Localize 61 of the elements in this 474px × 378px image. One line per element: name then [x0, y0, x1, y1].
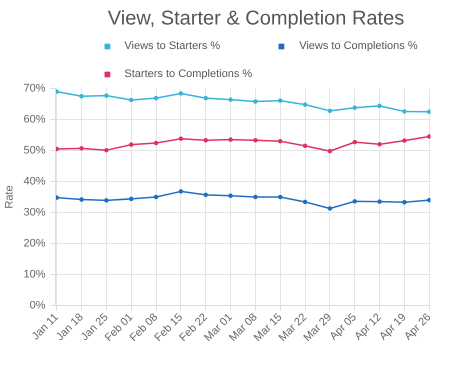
y-tick-label: 20%	[23, 238, 46, 250]
point	[56, 89, 59, 94]
point	[204, 96, 208, 100]
point	[128, 142, 134, 147]
point	[427, 110, 430, 114]
point	[352, 199, 358, 204]
point	[204, 138, 208, 143]
point	[328, 206, 332, 211]
y-tick-label: 70%	[23, 82, 46, 94]
point	[402, 138, 407, 143]
point	[402, 200, 407, 205]
y-tick-label: 30%	[23, 206, 46, 218]
y-tick-label: 40%	[23, 176, 46, 188]
point	[104, 148, 109, 152]
y-tick-label: 60%	[23, 114, 46, 126]
point	[402, 109, 407, 114]
point	[178, 136, 184, 141]
legend-label: Starters to Completions %	[124, 68, 252, 80]
point	[352, 105, 358, 110]
legend-label: Views to Starters %	[124, 40, 220, 52]
point	[278, 138, 282, 144]
point	[377, 199, 382, 204]
point	[377, 142, 382, 147]
point	[352, 140, 358, 144]
point	[56, 195, 59, 200]
point	[178, 189, 184, 194]
point	[104, 93, 109, 98]
point	[228, 137, 233, 142]
y-tick-label: 50%	[23, 144, 46, 156]
point	[79, 146, 84, 151]
point	[204, 192, 208, 198]
point	[302, 200, 308, 204]
point	[377, 104, 382, 108]
point	[128, 98, 134, 102]
point	[228, 97, 233, 102]
y-axis-title: Rate	[3, 185, 16, 209]
point	[154, 194, 158, 200]
point	[427, 134, 430, 139]
point	[79, 94, 84, 98]
point	[278, 98, 282, 103]
point	[154, 96, 158, 100]
point	[128, 196, 134, 202]
point	[328, 108, 332, 114]
point	[56, 146, 59, 152]
point	[427, 198, 430, 202]
point	[104, 198, 109, 203]
point	[302, 102, 308, 107]
point	[328, 148, 332, 154]
point	[228, 194, 233, 198]
y-tick-label: 10%	[23, 268, 46, 280]
y-tick-label: 0%	[30, 300, 46, 312]
point	[278, 194, 282, 200]
point	[253, 138, 258, 143]
point	[154, 140, 158, 146]
legend-label: Views to Completions %	[299, 40, 418, 52]
point	[253, 194, 258, 200]
chart-title: View, Starter & Completion Rates	[108, 8, 404, 30]
point	[302, 144, 308, 148]
point	[253, 99, 258, 104]
point	[178, 91, 184, 96]
point	[79, 197, 84, 202]
